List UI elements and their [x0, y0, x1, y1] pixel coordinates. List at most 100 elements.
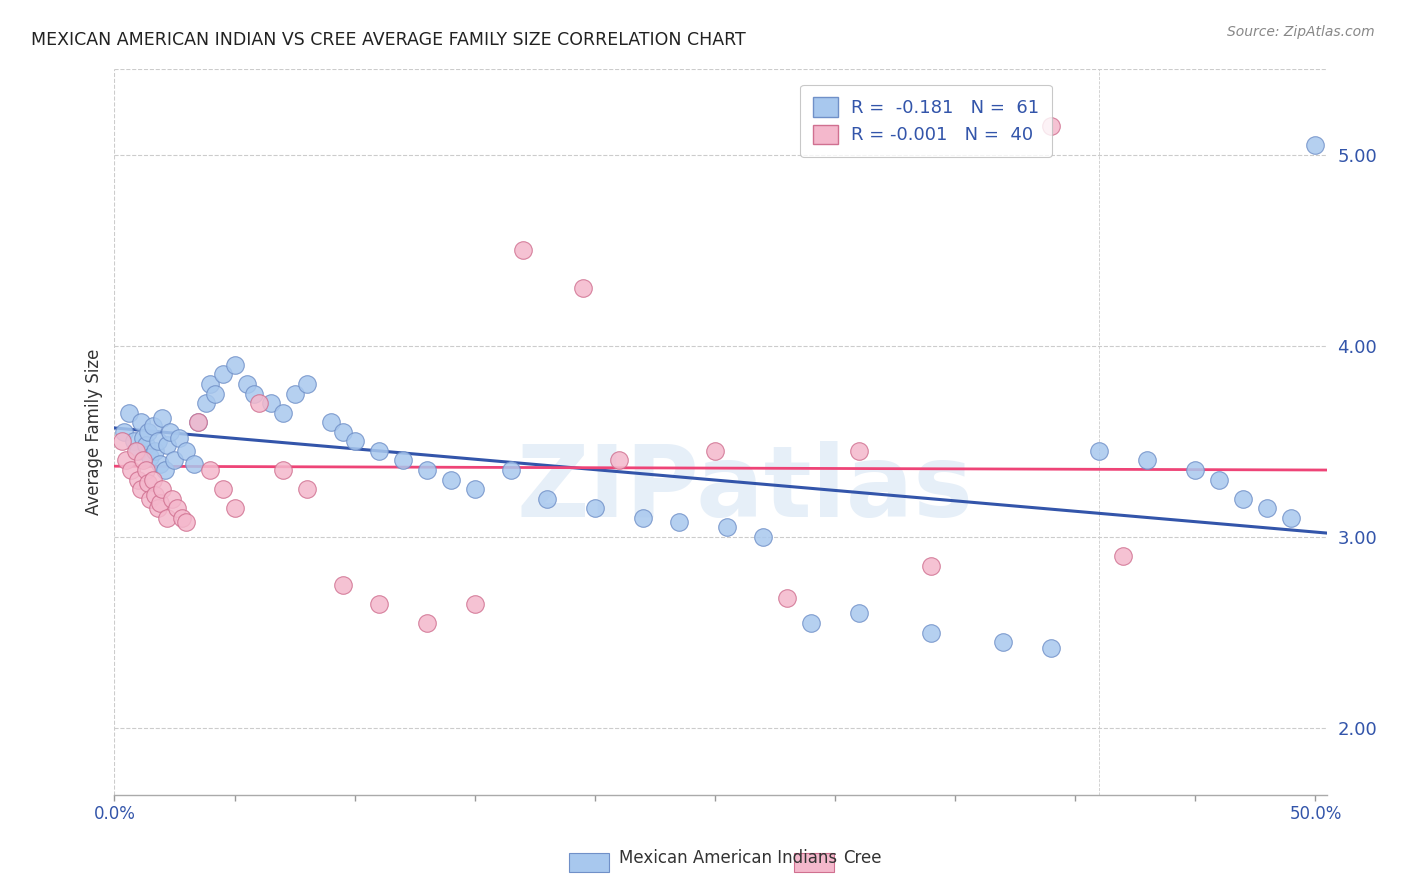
Point	[176, 444, 198, 458]
Point	[143, 488, 166, 502]
Point	[319, 415, 342, 429]
Point	[920, 558, 942, 573]
Point	[127, 473, 149, 487]
Point	[120, 463, 142, 477]
Point	[224, 501, 246, 516]
Point	[271, 463, 294, 477]
Point	[142, 473, 165, 487]
Point	[271, 406, 294, 420]
Point	[211, 368, 233, 382]
Point	[156, 438, 179, 452]
Point	[142, 419, 165, 434]
Point	[187, 415, 209, 429]
Point	[163, 453, 186, 467]
Point	[668, 515, 690, 529]
Point	[129, 482, 152, 496]
Point	[183, 458, 205, 472]
Point	[1232, 491, 1254, 506]
Point	[703, 444, 725, 458]
Point	[160, 491, 183, 506]
Point	[752, 530, 775, 544]
Legend: R =  -0.181   N =  61, R = -0.001   N =  40: R = -0.181 N = 61, R = -0.001 N = 40	[800, 85, 1052, 157]
Point	[848, 444, 870, 458]
Point	[170, 511, 193, 525]
Point	[115, 453, 138, 467]
Point	[583, 501, 606, 516]
Point	[152, 411, 174, 425]
Point	[716, 520, 738, 534]
Point	[169, 431, 191, 445]
Point	[536, 491, 558, 506]
Point	[149, 495, 172, 509]
Point	[440, 473, 463, 487]
Point	[235, 376, 257, 391]
Point	[464, 482, 486, 496]
Point	[367, 444, 389, 458]
Point	[187, 415, 209, 429]
Point	[242, 386, 264, 401]
Point	[343, 434, 366, 449]
Point	[132, 431, 155, 445]
Point	[1184, 463, 1206, 477]
Point	[156, 511, 179, 525]
Point	[631, 511, 654, 525]
Text: MEXICAN AMERICAN INDIAN VS CREE AVERAGE FAMILY SIZE CORRELATION CHART: MEXICAN AMERICAN INDIAN VS CREE AVERAGE …	[31, 31, 745, 49]
Point	[127, 444, 149, 458]
Y-axis label: Average Family Size: Average Family Size	[86, 349, 103, 515]
Point	[146, 501, 169, 516]
Point	[607, 453, 630, 467]
Text: Cree: Cree	[844, 849, 882, 867]
Point	[993, 635, 1015, 649]
Point	[572, 281, 595, 295]
Point	[146, 434, 169, 449]
Point	[152, 482, 174, 496]
Point	[1040, 640, 1063, 655]
Point	[153, 463, 176, 477]
Text: Mexican American Indians: Mexican American Indians	[619, 849, 837, 867]
Point	[415, 463, 437, 477]
Point	[136, 476, 159, 491]
Point	[135, 438, 157, 452]
Point	[200, 463, 222, 477]
Point	[139, 450, 162, 464]
Point	[118, 406, 141, 420]
Point	[1040, 119, 1063, 133]
Point	[415, 615, 437, 630]
Point	[176, 515, 198, 529]
Point	[139, 491, 162, 506]
Point	[800, 615, 823, 630]
Point	[112, 425, 135, 439]
Point	[391, 453, 413, 467]
Point	[110, 434, 132, 449]
Point	[295, 482, 318, 496]
Point	[224, 358, 246, 372]
Point	[122, 434, 145, 449]
Point	[259, 396, 281, 410]
Point	[295, 376, 318, 391]
Point	[125, 444, 148, 458]
Point	[1281, 511, 1303, 525]
Point	[204, 386, 226, 401]
Point	[776, 591, 799, 606]
Text: ZIPatlas: ZIPatlas	[517, 442, 973, 539]
Point	[1112, 549, 1135, 563]
Point	[143, 444, 166, 458]
Point	[159, 425, 181, 439]
Point	[1136, 453, 1159, 467]
Point	[499, 463, 522, 477]
Point	[1256, 501, 1278, 516]
Point	[1088, 444, 1111, 458]
Point	[129, 415, 152, 429]
Point	[247, 396, 270, 410]
Point	[332, 578, 354, 592]
Point	[132, 453, 155, 467]
Point	[135, 463, 157, 477]
Point	[136, 425, 159, 439]
Point	[367, 597, 389, 611]
Point	[464, 597, 486, 611]
Point	[920, 625, 942, 640]
Point	[166, 501, 188, 516]
Point	[211, 482, 233, 496]
Point	[149, 458, 172, 472]
Point	[284, 386, 307, 401]
